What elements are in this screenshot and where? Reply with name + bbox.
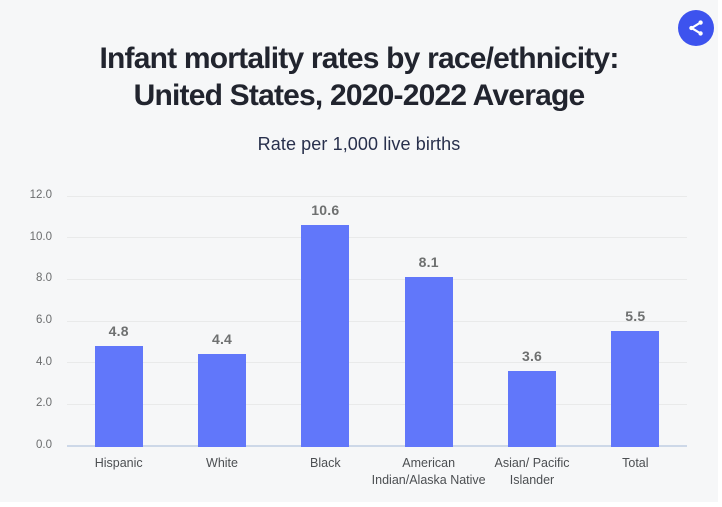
bar-american-indian-alaska-native: [404, 277, 453, 447]
bar-value-label: 8.1: [418, 254, 439, 271]
gridline: [67, 278, 687, 280]
bar-value-label: 10.6: [311, 202, 340, 219]
bar-total: [611, 331, 660, 447]
x-axis-label: Asian/ Pacific Islander: [494, 456, 570, 487]
gridline: [67, 320, 687, 322]
x-axis-label: American Indian/Alaska Native: [371, 456, 486, 487]
y-tick-label: 6.0: [36, 314, 52, 326]
bar-value-label: 4.8: [108, 323, 129, 339]
chart-subtitle: Rate per 1,000 live births: [257, 134, 461, 154]
title-line-2: United States, 2020-2022 Average: [133, 79, 586, 112]
y-tick-label: 4.0: [36, 355, 52, 368]
y-tick-label: 2.0: [36, 397, 52, 410]
bar-black: [301, 225, 350, 447]
x-axis-label: Black: [310, 456, 341, 470]
gridline: [67, 403, 687, 405]
chart-header: Infant mortality rates by race/ethnicity…: [0, 40, 718, 155]
bar-hispanic: [94, 346, 143, 447]
x-axis-label: Total: [622, 456, 649, 470]
x-axis-label: White: [206, 456, 238, 470]
gridline: [67, 362, 687, 364]
y-tick-label: 10.0: [29, 230, 52, 243]
bar-white: [198, 354, 246, 447]
bar-asian-pacific-islander: [508, 371, 556, 447]
bar-value-label: 3.6: [521, 348, 543, 364]
x-axis-line: [67, 445, 687, 447]
page-title: Infant mortality rates by race/ethnicity…: [0, 40, 718, 114]
y-tick-label: 12.0: [29, 189, 52, 201]
y-tick-label: 0.0: [36, 439, 52, 451]
share-button[interactable]: [678, 10, 714, 46]
gridline: [67, 195, 687, 197]
title-line-1: Infant mortality rates by race/ethnicity…: [99, 42, 619, 75]
x-axis-label: Hispanic: [94, 456, 143, 470]
y-tick-label: 8.0: [36, 272, 52, 285]
gridline: [67, 237, 687, 239]
share-icon: [686, 18, 706, 38]
bar-value-label: 4.4: [211, 331, 233, 348]
bar-value-label: 5.5: [625, 308, 646, 325]
